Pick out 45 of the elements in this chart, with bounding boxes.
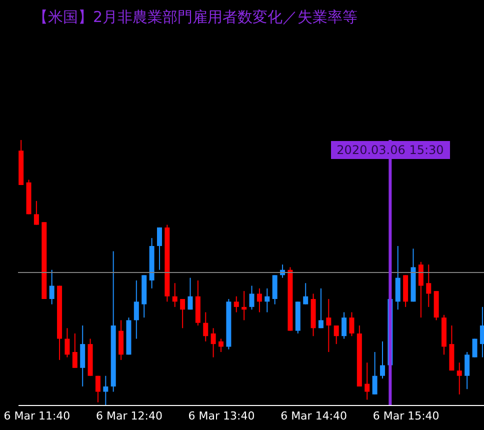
candlestick (118, 320, 124, 360)
candlestick (395, 246, 400, 310)
candlestick (372, 352, 378, 395)
candlestick (480, 306, 484, 358)
candlestick (49, 269, 54, 305)
candlestick (172, 282, 178, 308)
candlestick (334, 325, 339, 345)
x-tick-label: 6 Mar 11:40 (4, 410, 70, 422)
candlestick (34, 200, 39, 226)
x-tick-label: 6 Mar 15:40 (372, 410, 440, 422)
candlestick (156, 226, 162, 270)
candlestick (180, 298, 186, 329)
candlestick (426, 264, 432, 308)
candlestick (256, 288, 262, 313)
candlestick (472, 338, 478, 358)
candlestick (264, 288, 270, 313)
candlestick (349, 312, 354, 337)
candlestick (218, 338, 224, 352)
x-tick-label: 6 Mar 14:40 (280, 410, 348, 422)
candlestick (103, 375, 108, 405)
candlestick (318, 288, 324, 329)
candlestick (456, 362, 462, 395)
candlestick (203, 312, 208, 342)
chart-title: 【米国】2月非農業部門雇用者数変化／失業率等 (33, 8, 358, 27)
candlestick (234, 296, 239, 313)
candlestick (326, 298, 332, 352)
candlestick (72, 332, 78, 368)
candlestick (303, 282, 308, 305)
candlestick (210, 328, 216, 358)
x-tick-label: 6 Mar 12:40 (96, 410, 162, 422)
x-tick-label: 6 Mar 13:40 (188, 410, 255, 422)
candlestick (418, 261, 424, 318)
candlestick (95, 375, 100, 403)
candlestick (134, 280, 139, 340)
candlestick (380, 340, 385, 379)
candlestick (464, 352, 470, 390)
candlestick (272, 274, 278, 305)
candlestick (80, 325, 86, 387)
ref-line-label: 2020.03.06 15:30 (330, 141, 450, 159)
candlestick (249, 285, 254, 310)
candlestick (64, 328, 70, 358)
candlestick (342, 312, 347, 340)
candlestick (242, 290, 247, 321)
candlestick (364, 362, 370, 400)
candlestick (188, 277, 193, 310)
